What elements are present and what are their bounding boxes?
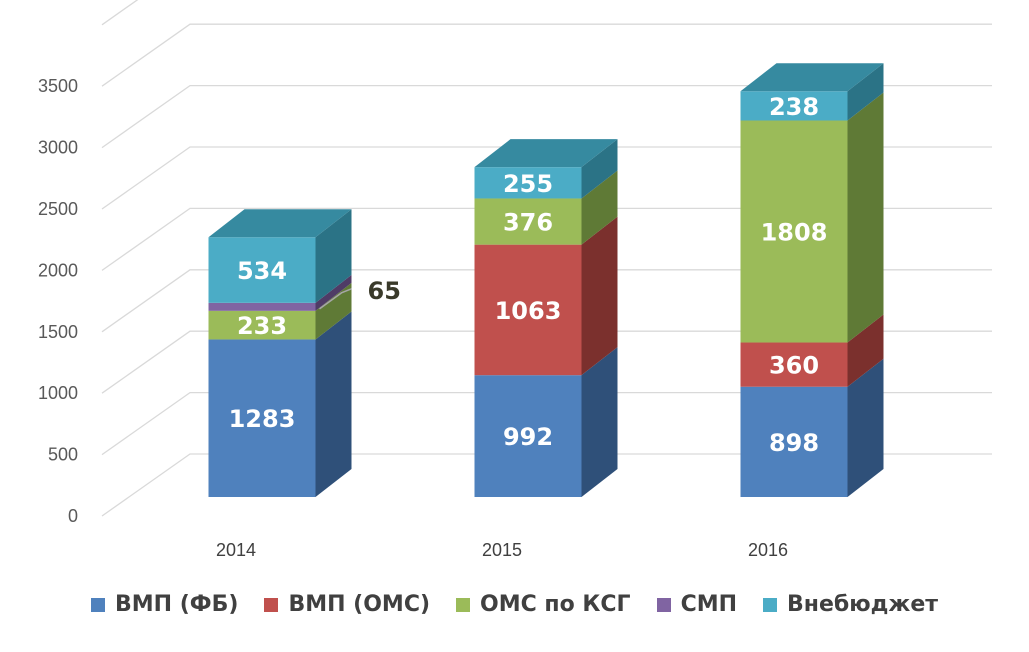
x-tick-label: 2016 [748,540,788,560]
data-label: 1808 [761,219,828,247]
legend-label: СМП [680,592,738,617]
legend-label: ОМС по КСГ [480,592,631,617]
data-label: 534 [237,257,287,285]
data-label: 992 [503,423,553,451]
bar-side [847,358,884,497]
gridline [101,84,992,149]
gridline [101,23,992,87]
leader-line [319,288,352,310]
gridline [101,330,992,394]
bar-side [581,216,618,376]
bar-side [847,63,884,121]
bar-segment [474,375,582,497]
legend: ВМП (ФБ) ВМП (ОМС) ОМС по КСГ СМП Внебюджет [0,592,1029,617]
gridline [101,391,992,456]
y-tick-label: 0 [68,506,78,526]
bars: 1283 233 65 534 992 1063 376 255 898 360 1808 238 [208,63,884,497]
data-label: 1063 [495,297,562,325]
legend-swatch [264,597,279,612]
y-tick-label: 2500 [38,199,78,219]
bar-side [847,92,884,343]
bar-top [474,139,618,168]
bar-side [581,347,618,497]
bar-side [315,274,352,311]
legend-item: СМП [656,592,738,617]
bar-top [208,209,352,238]
legend-swatch [656,597,671,612]
gridline [101,207,992,271]
data-label: 1283 [229,405,296,433]
gridline [101,146,992,210]
data-label: 898 [769,429,819,457]
bar-segment [740,120,848,343]
bar-segment [474,244,582,376]
bar-segment [740,91,848,121]
legend-swatch [763,597,778,612]
legend-item: ОМС по КСГ [456,592,631,617]
data-label: 376 [503,209,553,237]
data-label: 360 [769,352,819,380]
y-tick-label: 3500 [38,76,78,96]
x-tick-label: 2014 [216,540,256,560]
bar-segment [208,339,316,497]
legend-label: ВМП (ОМС) [288,592,431,617]
bar-stack-2016: 898 360 1808 238 [740,63,884,497]
y-tick-label: 1500 [38,322,78,342]
gridlines [101,0,992,517]
bar-side [581,170,618,245]
bar-stack-2014: 1283 233 65 534 [208,209,401,497]
bar-segment [474,167,582,199]
data-label: 255 [503,170,553,198]
gridline [101,0,139,26]
bar-side [315,209,352,303]
bar-segment [474,198,582,245]
x-tick-label: 2015 [482,540,522,560]
bar-segment [740,386,848,497]
y-tick-label: 1000 [38,383,78,403]
legend-label: ВМП (ФБ) [115,592,239,617]
legend-label: Внебюджет [787,592,938,617]
legend-item: ВМП (ФБ) [91,592,238,617]
bar-segment [208,310,316,340]
legend-swatch [456,597,471,612]
y-tick-label: 500 [48,445,78,465]
bar-segment [208,237,316,303]
y-tick-label: 2000 [38,260,78,280]
stacked-3d-bar-chart: 0 500 1000 1500 2000 2500 3000 3500 1283 233 65 53… [38,0,992,560]
bar-side [581,139,618,199]
y-tick-label: 3000 [38,138,78,158]
bar-top [740,63,884,92]
bar-segment [208,302,316,311]
legend-item: ВМП (ОМС) [264,592,430,617]
data-label: 233 [237,312,287,340]
data-label: 238 [769,93,819,121]
bar-side [315,282,352,340]
bar-segment [740,342,848,387]
legend-item: Внебюджет [763,592,938,617]
gridline [101,453,992,517]
bar-side [847,314,884,387]
bar-side [315,311,352,497]
bar-stack-2015: 992 1063 376 255 [474,139,618,497]
legend-swatch [91,597,105,612]
x-axis: 2014 2015 2016 [216,540,788,560]
y-axis: 0 500 1000 1500 2000 2500 3000 3500 [38,76,78,526]
gridline [101,269,992,333]
data-label: 65 [368,277,401,305]
